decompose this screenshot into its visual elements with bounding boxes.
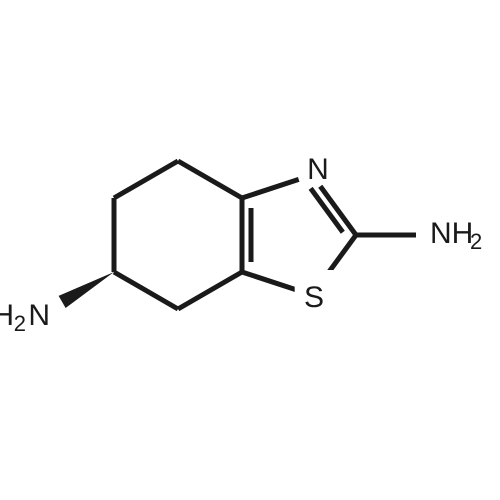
atom-label: H: [0, 299, 14, 332]
bond: [242, 179, 299, 198]
bond: [114, 161, 178, 198]
atom-subscript: 2: [470, 229, 482, 254]
atom-label: N: [28, 299, 50, 332]
bond: [178, 161, 242, 198]
bond: [178, 272, 242, 309]
atom-subscript: 2: [14, 311, 26, 336]
bond: [242, 272, 299, 291]
atom-label: NH: [430, 217, 473, 250]
bond: [114, 272, 178, 309]
chemical-structure: NSNH2N2H: [0, 0, 500, 500]
atom-label: N: [307, 153, 329, 186]
atom-label: S: [304, 281, 324, 314]
wedge-bond: [59, 272, 114, 308]
